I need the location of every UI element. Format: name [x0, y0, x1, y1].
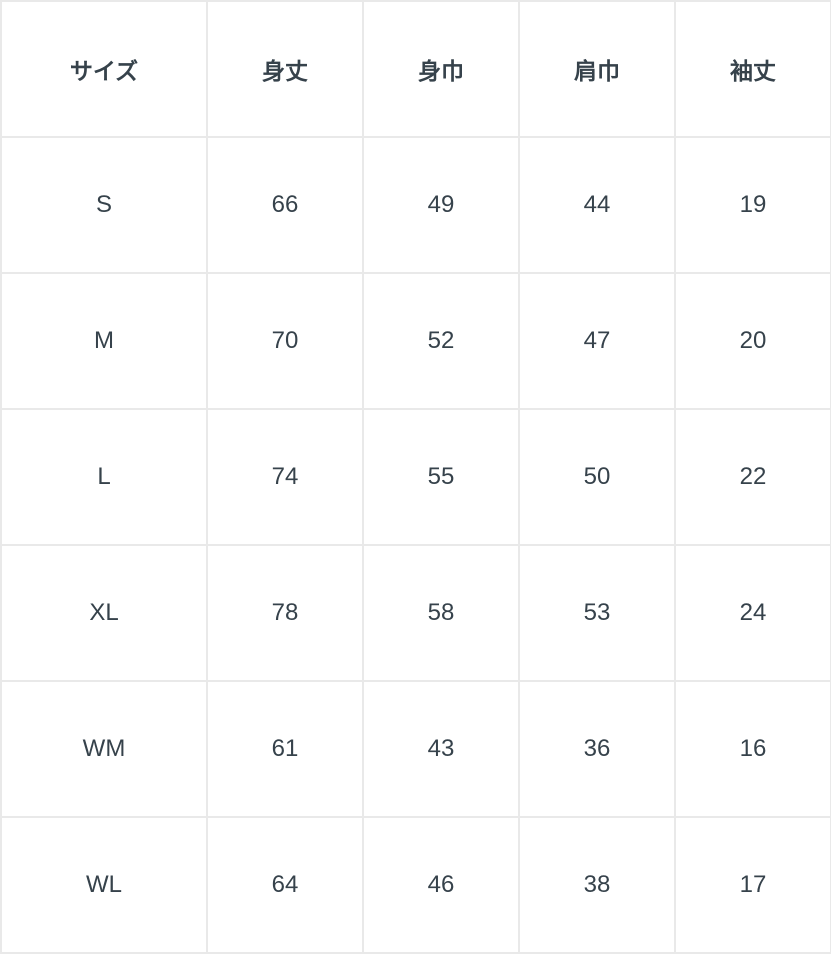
table-row: WM 61 43 36 16 [0, 680, 831, 818]
measurement-cell: 58 [362, 544, 520, 682]
table-row: S 66 49 44 19 [0, 136, 831, 274]
column-header: 袖丈 [674, 0, 831, 138]
measurement-cell: 36 [518, 680, 676, 818]
size-label-cell: S [0, 136, 208, 274]
measurement-cell: 78 [206, 544, 364, 682]
measurement-cell: 22 [674, 408, 831, 546]
measurement-cell: 16 [674, 680, 831, 818]
measurement-cell: 55 [362, 408, 520, 546]
column-header: サイズ [0, 0, 208, 138]
size-label-cell: WL [0, 816, 208, 954]
size-label-cell: M [0, 272, 208, 410]
measurement-cell: 49 [362, 136, 520, 274]
header-row: サイズ 身丈 身巾 肩巾 袖丈 [0, 0, 831, 138]
table-row: XL 78 58 53 24 [0, 544, 831, 682]
table-row: M 70 52 47 20 [0, 272, 831, 410]
measurement-cell: 70 [206, 272, 364, 410]
size-label-cell: WM [0, 680, 208, 818]
measurement-cell: 19 [674, 136, 831, 274]
measurement-cell: 61 [206, 680, 364, 818]
measurement-cell: 50 [518, 408, 676, 546]
column-header: 肩巾 [518, 0, 676, 138]
measurement-cell: 52 [362, 272, 520, 410]
measurement-cell: 64 [206, 816, 364, 954]
measurement-cell: 44 [518, 136, 676, 274]
table-row: L 74 55 50 22 [0, 408, 831, 546]
measurement-cell: 38 [518, 816, 676, 954]
table-row: WL 64 46 38 17 [0, 816, 831, 954]
size-label-cell: L [0, 408, 208, 546]
measurement-cell: 66 [206, 136, 364, 274]
measurement-cell: 46 [362, 816, 520, 954]
measurement-cell: 20 [674, 272, 831, 410]
size-label-cell: XL [0, 544, 208, 682]
column-header: 身巾 [362, 0, 520, 138]
measurement-cell: 43 [362, 680, 520, 818]
measurement-cell: 47 [518, 272, 676, 410]
column-header: 身丈 [206, 0, 364, 138]
measurement-cell: 17 [674, 816, 831, 954]
measurement-cell: 53 [518, 544, 676, 682]
measurement-cell: 74 [206, 408, 364, 546]
measurement-cell: 24 [674, 544, 831, 682]
